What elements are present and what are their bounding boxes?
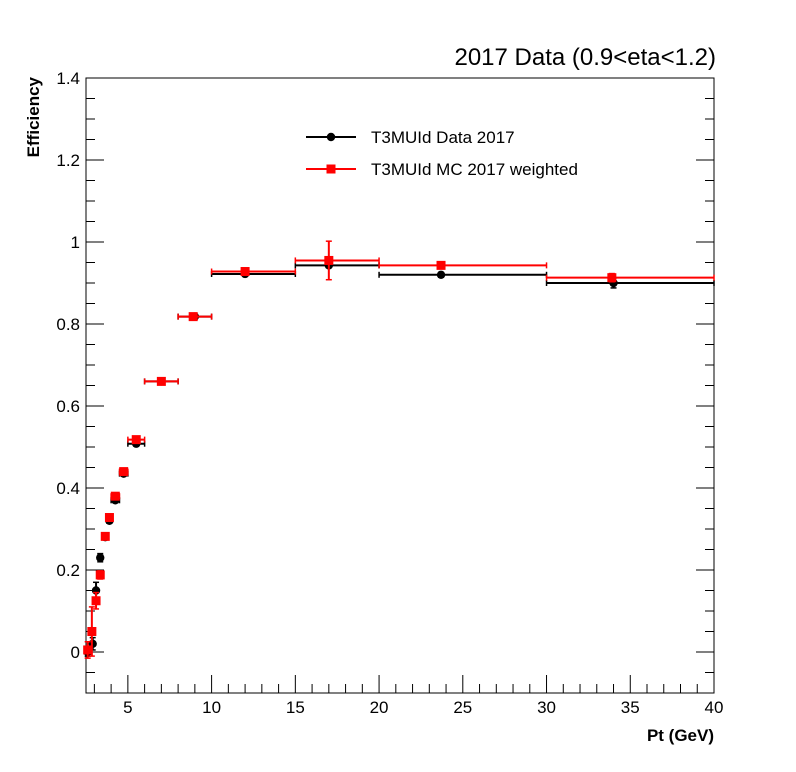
square-marker	[119, 467, 129, 477]
x-tick-label: 15	[286, 698, 305, 717]
square-marker	[110, 491, 120, 501]
series-mc	[83, 240, 715, 659]
data-point	[210, 267, 297, 277]
x-tick-label: 40	[705, 698, 724, 717]
square-marker	[87, 627, 97, 636]
data-point	[378, 260, 548, 270]
chart-title: 2017 Data (0.9<eta<1.2)	[454, 44, 716, 71]
data-point	[545, 272, 715, 283]
legend: T3MUId Data 2017 T3MUId MC 2017 weighted	[306, 128, 578, 179]
square-marker	[100, 531, 110, 541]
data-point	[87, 606, 97, 657]
data-point	[143, 376, 179, 386]
data-point	[110, 491, 121, 501]
y-axis-label: Efficiency	[24, 77, 43, 158]
y-tick-label: 0	[71, 643, 80, 662]
legend-label: T3MUId MC 2017 weighted	[371, 160, 578, 179]
square-marker	[188, 312, 198, 322]
axes: 5 10 15 20 25 30 35 40 0 0.2 0.4 0.6 0.8 1 1.2 1.4	[56, 69, 723, 717]
square-marker	[83, 645, 93, 655]
data-point	[378, 270, 548, 279]
data-point	[104, 513, 114, 523]
square-marker	[156, 376, 166, 386]
data-point	[96, 552, 105, 563]
y-tick-label: 0.8	[56, 315, 80, 334]
y-tick-label: 0.2	[56, 561, 80, 580]
data-point	[177, 312, 213, 322]
legend-item: T3MUId MC 2017 weighted	[306, 160, 578, 179]
data-point	[91, 591, 101, 610]
legend-label: T3MUId Data 2017	[371, 128, 515, 147]
square-marker	[607, 273, 617, 283]
data-point	[545, 277, 715, 289]
series-data	[83, 261, 715, 657]
y-tick-label: 0.6	[56, 397, 80, 416]
data-point	[127, 435, 146, 445]
y-tick-label: 1.4	[56, 69, 80, 88]
x-tick-label: 10	[202, 698, 221, 717]
series-layer	[83, 240, 715, 659]
x-tick-label: 20	[370, 698, 389, 717]
legend-square-marker	[326, 164, 336, 174]
square-marker	[240, 267, 250, 277]
legend-circle-marker	[326, 132, 336, 142]
data-point	[83, 641, 93, 659]
data-point	[100, 531, 110, 541]
x-axis-label: Pt (GeV)	[646, 726, 714, 745]
x-tick-label: 30	[537, 698, 556, 717]
square-marker	[324, 255, 334, 265]
circle-marker	[436, 270, 446, 279]
data-point	[95, 570, 105, 580]
square-marker	[104, 513, 114, 523]
legend-item: T3MUId Data 2017	[306, 128, 515, 147]
square-marker	[95, 570, 105, 580]
data-point	[294, 261, 380, 270]
x-tick-label: 25	[453, 698, 472, 717]
x-tick-label: 35	[621, 698, 640, 717]
data-point	[294, 240, 380, 281]
square-marker	[91, 596, 101, 606]
data-point	[118, 467, 129, 477]
x-tick-label: 5	[123, 698, 132, 717]
y-tick-label: 1.2	[56, 151, 80, 170]
circle-marker	[96, 553, 105, 562]
square-marker	[131, 435, 141, 445]
square-marker	[436, 260, 446, 270]
y-tick-label: 0.4	[56, 479, 80, 498]
y-tick-label: 1	[71, 233, 80, 252]
